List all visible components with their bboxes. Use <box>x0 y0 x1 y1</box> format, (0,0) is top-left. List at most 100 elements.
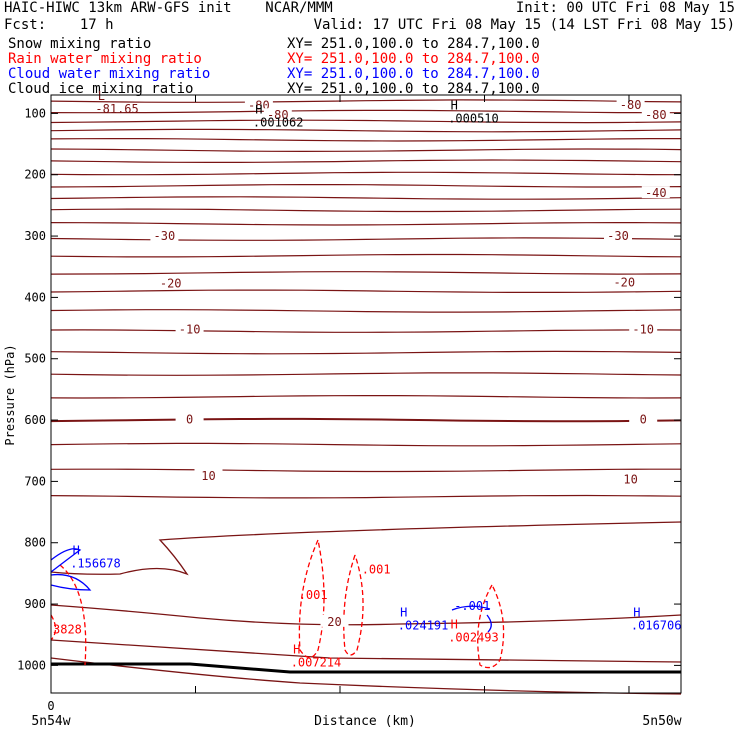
rain-contour-label: 3828 <box>53 623 82 637</box>
isotherm-line <box>50 468 681 473</box>
isotherm-line <box>50 196 682 200</box>
isotherm-label: -10 <box>179 322 201 336</box>
isotherm-label: -20 <box>160 276 182 290</box>
isotherm-label: 20 <box>327 615 341 629</box>
header-forecast-hour: Fcst: 17 h <box>4 17 114 33</box>
isotherm-label-bg <box>610 275 639 288</box>
x-end-label-left: 5n54w <box>31 714 70 729</box>
isotherm-line <box>50 639 682 663</box>
contour-labels: -80-80-80-80-40-30 -30-20 -20-10 -100 010 102… <box>53 89 681 669</box>
isotherm-label: -40 <box>645 186 667 200</box>
isotherm-line <box>50 289 682 293</box>
y-tick-label-500: 500 <box>24 352 46 366</box>
isotherm-label: -80 <box>645 108 667 122</box>
isotherm-label: -80 <box>267 108 289 122</box>
isotherm-line <box>50 350 682 355</box>
field-xy-snow: XY= 251.0,100.0 to 284.7,100.0 <box>287 36 540 52</box>
field-name-rain: Rain water mixing ratio <box>8 51 202 67</box>
isotherm-label-bg <box>150 229 179 242</box>
extremum-mark: H <box>633 606 640 620</box>
isotherm-label-bg <box>194 468 223 481</box>
isotherm-label-bg <box>629 322 658 335</box>
y-tick-label-300: 300 <box>24 229 46 243</box>
extremum-mark: H <box>400 606 407 620</box>
rain-water-contour <box>298 539 325 659</box>
extremum-mark: H <box>255 103 262 117</box>
isotherm-line <box>50 138 681 142</box>
y-tick-label-200: 200 <box>24 168 46 182</box>
isotherm-line <box>50 494 682 499</box>
cloud-contour-label: -.001 <box>454 599 490 613</box>
extremum-value: .001062 <box>253 116 304 130</box>
extremum-mark: H <box>73 544 80 558</box>
field-name-snow: Snow mixing ratio <box>8 36 152 52</box>
field-name-cloud-ice: Cloud ice mixing ratio <box>8 81 194 97</box>
isotherm-line <box>50 237 682 241</box>
field-xy-cloud-water: XY= 251.0,100.0 to 284.7,100.0 <box>287 66 540 82</box>
isotherm-line <box>50 99 682 103</box>
isotherm-label: -30 <box>607 229 629 243</box>
isotherm-label-bg <box>629 412 658 425</box>
extremum-mark: H <box>451 98 458 112</box>
isotherm-line <box>50 148 682 153</box>
cloud-water-contour <box>486 614 492 633</box>
y-tick-label-900: 900 <box>24 597 46 611</box>
y-tick-label-1000: 1000 <box>17 658 46 672</box>
axes: Distance (km) Pressure (hPa) 0 5n54w 5n5… <box>3 94 682 729</box>
isotherm-label-bg <box>616 472 645 485</box>
rain-water-contour <box>50 614 57 641</box>
isotherm-line <box>50 372 682 376</box>
y-axis-title: Pressure (hPa) <box>3 344 17 445</box>
x-axis-title: Distance (km) <box>314 714 416 729</box>
isotherm-label-bg <box>175 322 204 335</box>
cloud-water-contour <box>451 605 491 611</box>
isotherm-contours <box>50 99 682 695</box>
extremum-mark: L <box>98 89 105 103</box>
isotherm-line <box>50 329 682 333</box>
isotherm-line <box>50 109 681 114</box>
extremum-mark: H <box>451 617 458 631</box>
extremum-value: .024191 <box>398 619 449 633</box>
isotherm-label: 10 <box>201 469 215 483</box>
y-tick-label-400: 400 <box>24 290 46 304</box>
hydrometeor-contours <box>50 539 505 669</box>
extremum-mark: H <box>293 642 300 656</box>
isotherm-label: 0 <box>186 412 193 426</box>
isotherm-label-bg <box>244 98 273 111</box>
isotherm-label: -30 <box>154 229 176 243</box>
isotherm-line <box>50 119 682 124</box>
isotherm-line <box>50 208 682 213</box>
extremum-value: .016706 <box>631 619 682 633</box>
isotherm-line <box>50 657 682 695</box>
isotherm-line <box>50 521 682 576</box>
ground-line <box>51 662 681 674</box>
isotherm-label-bg <box>175 412 204 425</box>
extremum-value: .007214 <box>291 655 342 669</box>
rain-water-contour <box>477 584 505 669</box>
isotherm-label-bg <box>604 229 632 242</box>
extremum-value: .002493 <box>448 630 499 644</box>
isotherm-line <box>50 417 682 423</box>
isotherm-label: -10 <box>632 322 654 336</box>
rain-water-contour <box>59 564 87 666</box>
cloud-water-contour <box>50 548 82 573</box>
header-init-time: Init: 00 UTC Fri 08 May 15 <box>515 0 735 16</box>
header-valid-time: Valid: 17 UTC Fri 08 May 15 (14 LST Fri … <box>313 17 735 33</box>
rain-contour-label: .001 <box>299 588 328 602</box>
ground-surface <box>51 662 681 674</box>
isotherm-label-bg <box>616 97 645 110</box>
y-tick-label-800: 800 <box>24 536 46 550</box>
field-xy-rain: XY= 251.0,100.0 to 284.7,100.0 <box>287 51 540 67</box>
header-title: HAIC-HIWC 13km ARW-GFS init NCAR/MMM <box>4 0 333 16</box>
isotherm-label-bg <box>641 186 670 199</box>
y-tick-label-100: 100 <box>24 106 46 120</box>
isotherm-label-bg <box>320 614 349 627</box>
extremum-value: -81.65 <box>95 102 138 116</box>
y-tick-label-600: 600 <box>24 413 46 427</box>
rain-water-contour <box>343 554 364 656</box>
x-tick-label-0: 0 <box>47 699 54 713</box>
isotherm-label: -20 <box>613 276 635 290</box>
isotherm-line <box>50 253 682 258</box>
isotherm-label: 0 <box>640 412 647 426</box>
